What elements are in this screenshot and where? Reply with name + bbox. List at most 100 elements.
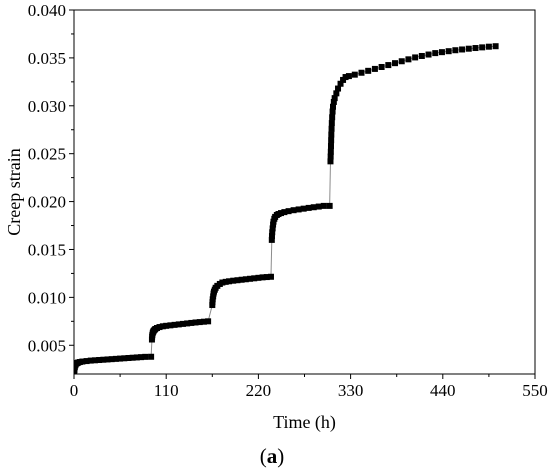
y-tick-label: 0.030 xyxy=(28,97,66,116)
data-point xyxy=(445,48,452,55)
data-point xyxy=(328,125,335,132)
x-tick-label: 110 xyxy=(154,381,179,400)
panel-label-letter: a xyxy=(267,444,278,468)
data-point xyxy=(472,45,479,52)
data-point xyxy=(320,202,327,209)
plot-area xyxy=(74,43,499,374)
data-point xyxy=(398,58,405,65)
data-point xyxy=(492,43,499,50)
data-point xyxy=(329,114,336,121)
data-point xyxy=(345,73,352,80)
data-point xyxy=(385,62,392,69)
data-point xyxy=(148,353,155,360)
data-point xyxy=(278,210,285,217)
y-tick-label: 0.025 xyxy=(28,145,66,164)
data-point xyxy=(327,143,334,150)
data-point xyxy=(371,65,378,72)
data-point xyxy=(485,43,492,50)
data-point xyxy=(200,318,207,325)
x-tick-label: 220 xyxy=(246,381,272,400)
data-point xyxy=(159,323,166,330)
panel-label: (a) xyxy=(260,444,285,468)
data-point xyxy=(328,120,335,127)
data-point xyxy=(326,202,333,209)
data-point xyxy=(342,74,349,81)
data-point xyxy=(91,357,98,364)
data-point xyxy=(219,279,226,286)
data-point xyxy=(378,63,385,70)
data-point xyxy=(156,324,163,331)
data-point xyxy=(163,322,170,329)
data-point xyxy=(268,236,275,243)
data-point xyxy=(100,356,107,363)
data-point xyxy=(432,50,439,57)
data-point xyxy=(459,46,466,53)
data-point xyxy=(269,229,276,236)
data-point xyxy=(328,131,335,138)
data-point xyxy=(259,274,266,281)
data-point xyxy=(281,209,288,216)
data-point xyxy=(269,225,276,232)
y-tick-label: 0.020 xyxy=(28,193,66,212)
data-point xyxy=(330,98,337,105)
data-point xyxy=(226,278,233,285)
data-point xyxy=(230,277,237,284)
x-tick-label: 550 xyxy=(522,381,548,400)
data-point xyxy=(310,204,317,211)
data-point xyxy=(465,45,472,52)
data-point xyxy=(452,47,459,54)
y-tick-label: 0.015 xyxy=(28,240,66,259)
data-point xyxy=(328,137,335,144)
data-point xyxy=(331,95,338,102)
data-point xyxy=(129,354,136,361)
data-point xyxy=(222,278,229,285)
x-axis-title: Time (h) xyxy=(273,412,336,433)
data-point xyxy=(290,207,297,214)
x-axis: 0 110 220 330 440 550 xyxy=(70,374,548,400)
data-point xyxy=(167,322,174,329)
data-point xyxy=(196,319,203,326)
data-point xyxy=(479,44,486,51)
data-point xyxy=(405,56,412,63)
data-point xyxy=(251,275,258,282)
data-point xyxy=(300,205,307,212)
data-point xyxy=(268,233,275,240)
data-point xyxy=(333,90,340,97)
data-point xyxy=(315,203,322,210)
data-point xyxy=(255,274,262,281)
data-point xyxy=(335,85,342,92)
axes-frame xyxy=(73,9,536,375)
data-point xyxy=(83,358,90,365)
data-point xyxy=(96,357,103,364)
y-tick-label: 0.040 xyxy=(28,1,66,20)
data-point xyxy=(263,274,270,281)
data-point xyxy=(117,355,124,362)
data-point xyxy=(392,60,399,67)
data-point xyxy=(79,358,86,365)
x-tick-label: 0 xyxy=(70,381,79,400)
data-point xyxy=(327,148,334,155)
data-point xyxy=(242,276,249,283)
data-point xyxy=(142,353,149,360)
data-point xyxy=(285,208,292,215)
y-axis-title: Creep strain xyxy=(4,148,24,235)
data-point xyxy=(125,355,132,361)
data-point xyxy=(133,354,140,361)
data-point xyxy=(238,276,245,283)
data-point xyxy=(327,158,334,165)
data-point xyxy=(330,103,336,110)
data-point xyxy=(295,206,302,213)
data-point xyxy=(192,319,199,326)
data-point xyxy=(171,321,178,328)
data-point xyxy=(358,69,365,76)
panel-label-open: ( xyxy=(260,444,267,468)
data-point xyxy=(267,273,274,280)
y-tick-label: 0.035 xyxy=(28,49,66,68)
data-point xyxy=(108,356,115,363)
data-point xyxy=(327,153,334,160)
data-point xyxy=(121,355,128,362)
data-point xyxy=(234,277,241,284)
data-point xyxy=(305,204,312,211)
data-point xyxy=(205,318,212,325)
